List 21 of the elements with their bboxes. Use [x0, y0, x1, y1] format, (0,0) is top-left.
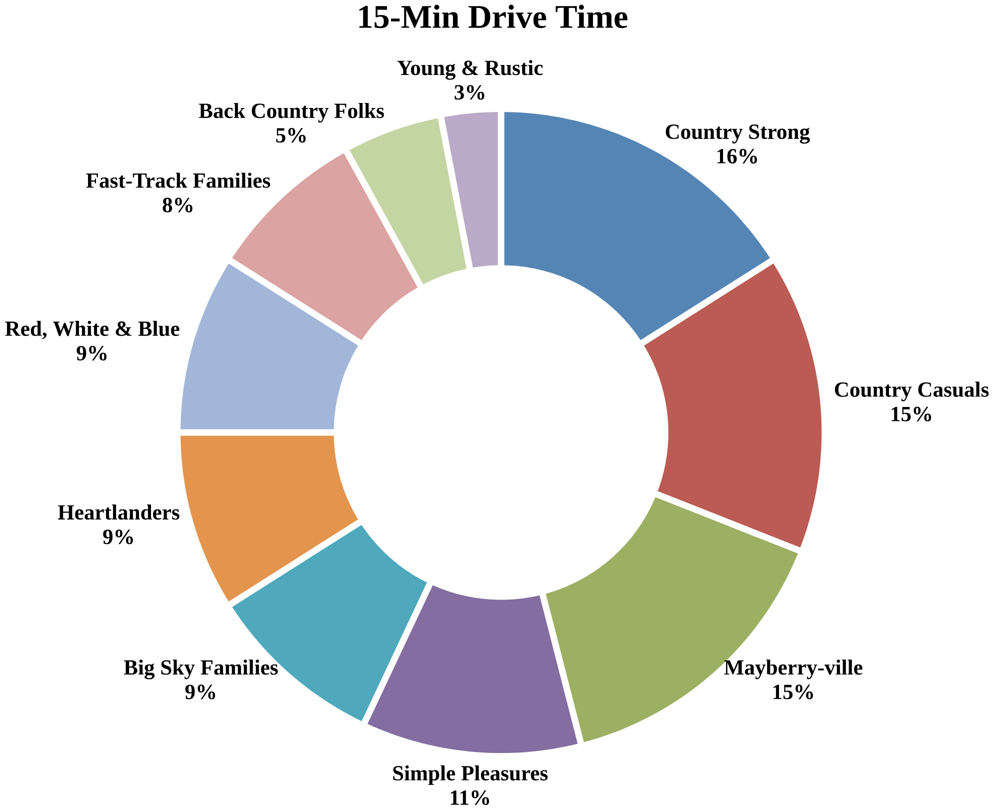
data-label: 5% [276, 128, 306, 143]
slice-label: Big Sky Families [124, 660, 278, 680]
slice-label: Country Strong [666, 124, 810, 144]
data-label: 15% [774, 684, 813, 700]
slice-label: Red, White & Blue [5, 320, 180, 340]
chart-title: 15-Min Drive Time [359, 4, 628, 28]
data-label: 11% [450, 790, 490, 806]
data-label: 16% [718, 149, 757, 164]
slice-label: Heartlanders [58, 504, 180, 520]
data-label: 9% [185, 684, 216, 700]
slice-label: Country Casuals [834, 382, 989, 402]
data-label: 3% [454, 85, 484, 100]
data-label: 15% [892, 406, 932, 422]
data-label: 8% [162, 198, 192, 212]
slice-label: Fast-Track Families [86, 172, 270, 188]
slice-label: Simple Pleasures [393, 765, 548, 785]
data-label: 9% [103, 530, 133, 544]
data-label: 9% [76, 346, 106, 361]
slice-label: Back Country Folks [198, 103, 384, 123]
slice-label: Young & Rustic [397, 60, 543, 80]
slice-label: Mayberry-ville [724, 660, 862, 680]
